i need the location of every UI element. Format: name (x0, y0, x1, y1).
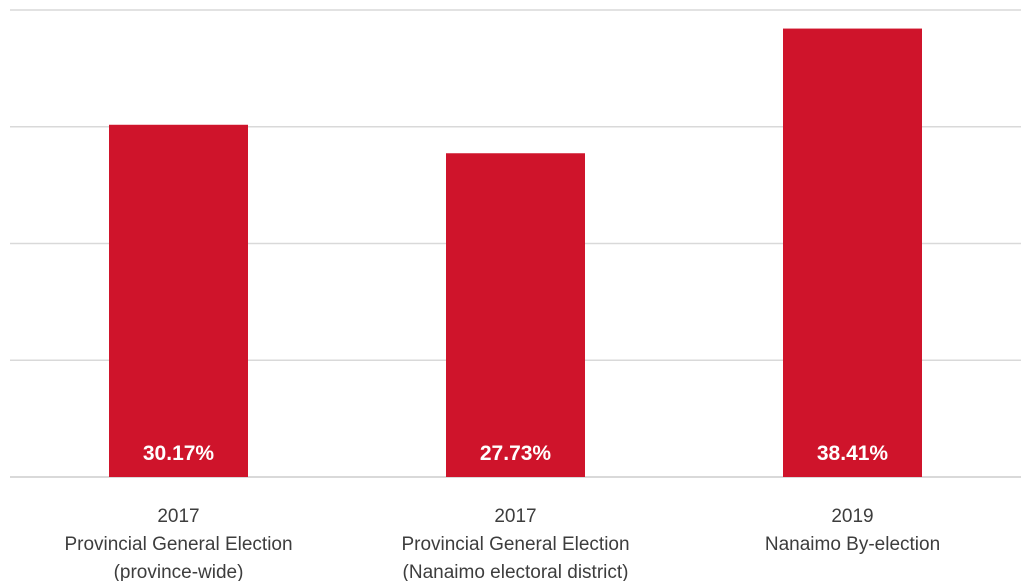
category-label: 2017 (157, 506, 199, 527)
category-label: (Nanaimo electoral district) (403, 562, 629, 581)
bar (783, 28, 922, 477)
bars (109, 28, 922, 477)
bar-value-label: 27.73% (480, 442, 552, 465)
bar-value-label: 30.17% (143, 442, 215, 465)
category-label: 2017 (494, 506, 536, 527)
category-label: (province-wide) (114, 562, 244, 581)
category-label: Nanaimo By-election (765, 534, 940, 555)
bar-value-label: 38.41% (817, 442, 889, 465)
bar (446, 153, 585, 477)
bar (109, 124, 248, 477)
category-label: Provincial General Election (64, 534, 292, 555)
value-labels: 30.17% 27.73% 38.41% (143, 442, 889, 465)
category-labels: 2017 Provincial General Election (province… (64, 506, 940, 581)
category-label: 2019 (831, 506, 873, 527)
category-label: Provincial General Election (401, 534, 629, 555)
